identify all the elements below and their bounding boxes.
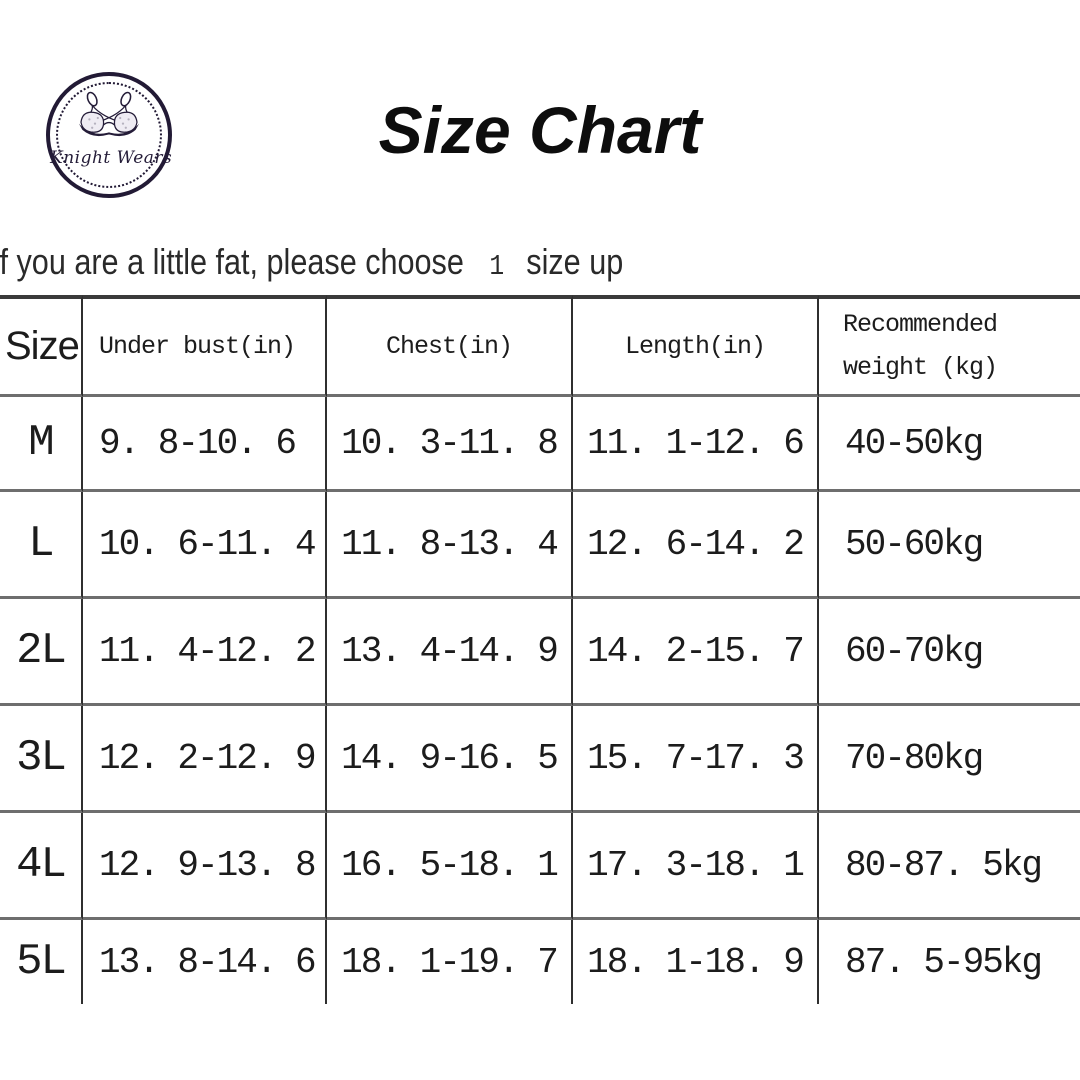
row-4l-chest: 16. 5-18. 1	[327, 813, 573, 920]
header-chest: Chest(in)	[327, 295, 573, 397]
row-l-size: L	[0, 492, 83, 599]
header-under-bust: Under bust(in)	[83, 295, 327, 397]
brand-logo: Knight Wears	[46, 72, 172, 198]
row-m-weight: 40-50kg	[819, 397, 1080, 492]
row-5l-length: 18. 1-18. 9	[573, 920, 819, 1004]
note-suffix: size up	[526, 241, 624, 282]
row-4l-length: 17. 3-18. 1	[573, 813, 819, 920]
row-m-length: 11. 1-12. 6	[573, 397, 819, 492]
row-3l-bust: 12. 2-12. 9	[83, 706, 327, 813]
row-m-size: M	[0, 397, 83, 492]
row-2l-length: 14. 2-15. 7	[573, 599, 819, 706]
row-4l-size: 4L	[0, 813, 83, 920]
bra-icon	[78, 91, 140, 137]
row-3l-weight: 70-80kg	[819, 706, 1080, 813]
row-5l-weight: 87. 5-95kg	[819, 920, 1080, 1004]
row-5l-chest: 18. 1-19. 7	[327, 920, 573, 1004]
page-title: Size Chart	[378, 93, 702, 167]
row-2l-weight: 60-70kg	[819, 599, 1080, 706]
note-prefix: If you are a little fat, please choose	[0, 241, 464, 282]
row-l-chest: 11. 8-13. 4	[327, 492, 573, 599]
row-m-bust: 9. 8-10. 6	[83, 397, 327, 492]
row-m-chest: 10. 3-11. 8	[327, 397, 573, 492]
row-l-bust: 10. 6-11. 4	[83, 492, 327, 599]
size-up-note: If you are a little fat, please choose 1 s…	[0, 241, 623, 283]
row-5l-bust: 13. 8-14. 6	[83, 920, 327, 1004]
size-table: Size Under bust(in) Chest(in) Length(in)…	[0, 295, 1080, 1004]
row-2l-chest: 13. 4-14. 9	[327, 599, 573, 706]
brand-name: Knight Wears	[50, 148, 173, 168]
row-4l-weight: 80-87. 5kg	[819, 813, 1080, 920]
row-3l-length: 15. 7-17. 3	[573, 706, 819, 813]
header-weight: Recommended weight (kg)	[819, 295, 1080, 397]
header-length: Length(in)	[573, 295, 819, 397]
header-size: Size	[0, 295, 83, 397]
note-number: 1	[489, 250, 505, 283]
row-3l-size: 3L	[0, 706, 83, 813]
row-l-weight: 50-60kg	[819, 492, 1080, 599]
row-5l-size: 5L	[0, 920, 83, 1004]
row-2l-size: 2L	[0, 599, 83, 706]
row-2l-bust: 11. 4-12. 2	[83, 599, 327, 706]
row-3l-chest: 14. 9-16. 5	[327, 706, 573, 813]
logo-dotted-ring	[56, 82, 162, 188]
row-l-length: 12. 6-14. 2	[573, 492, 819, 599]
row-4l-bust: 12. 9-13. 8	[83, 813, 327, 920]
